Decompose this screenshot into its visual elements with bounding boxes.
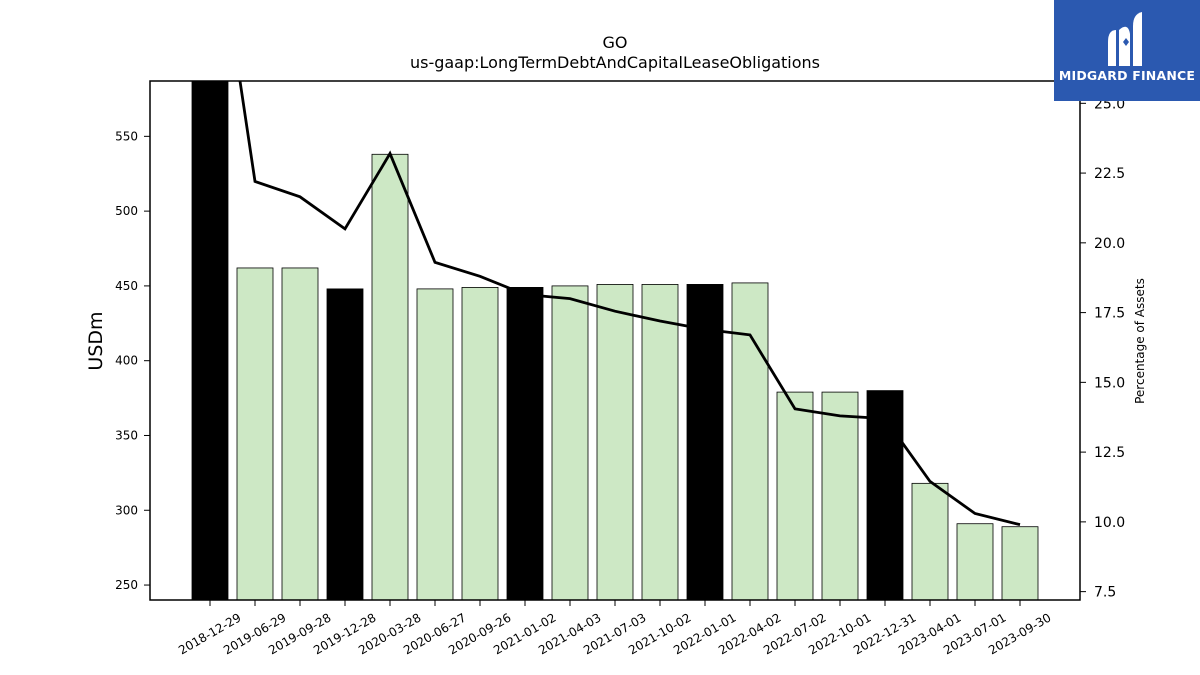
bar-2022-04-02: [731, 282, 769, 601]
bar-2021-04-03: [551, 285, 589, 601]
bar-2023-07-01: [956, 523, 994, 601]
y2-axis-label: Percentage of Assets: [1133, 278, 1147, 404]
bars-group: [191, 80, 1039, 601]
pct-line-group: [238, 81, 1021, 527]
y-tick-label: 400: [115, 354, 138, 368]
chart-subtitle: us-gaap:LongTermDebtAndCapitalLeaseOblig…: [410, 53, 820, 72]
bar-2023-04-01: [911, 482, 949, 601]
y-tick-label: 450: [115, 279, 138, 293]
bar-2020-03-28: [371, 153, 409, 601]
y2-tick-label: 22.5: [1094, 166, 1125, 182]
bar-2021-10-02: [641, 284, 679, 601]
y-tick-label: 350: [115, 428, 138, 442]
y2-tick-label: 17.5: [1094, 306, 1125, 322]
y-tick-label: 550: [115, 129, 138, 143]
chart-title: GO: [603, 33, 628, 52]
y-axis-left: 250 300 350 400 450 500 550: [115, 129, 150, 592]
bar-2022-12-31: [866, 390, 904, 601]
bar-2019-09-28: [281, 267, 319, 601]
y2-tick-label: 15.0: [1094, 375, 1125, 391]
y-tick-label: 300: [115, 503, 138, 517]
y-axis-right: 7.510.012.515.017.520.022.525.0: [1080, 96, 1125, 601]
bar-2019-06-29: [236, 267, 274, 601]
bar-2020-09-26: [461, 287, 499, 601]
y-tick-label: 250: [115, 578, 138, 592]
y2-tick-label: 10.0: [1094, 515, 1125, 531]
bar-2022-01-01: [686, 284, 724, 601]
logo-mark-icon: [1108, 12, 1142, 66]
bar-2020-06-27: [416, 288, 454, 601]
bar-2019-12-28: [326, 288, 364, 601]
x-axis: 2018-12-292019-06-292019-09-282019-12-28…: [176, 600, 1054, 657]
y2-tick-label: 12.5: [1094, 445, 1125, 461]
pct-assets-line: [238, 81, 1021, 527]
bar-2021-01-02: [506, 287, 544, 601]
y-axis-label: USDm: [85, 311, 107, 370]
logo-text: MIDGARD FINANCE: [1058, 68, 1196, 83]
bar-2021-07-03: [596, 284, 634, 601]
bar-2022-07-02: [776, 391, 814, 601]
bar-2023-09-30: [1001, 526, 1039, 601]
y-tick-label: 500: [115, 204, 138, 218]
y2-tick-label: 7.5: [1094, 585, 1116, 601]
bar-2018-12-29: [191, 80, 229, 601]
bar-2022-10-01: [821, 391, 859, 601]
brand-logo: MIDGARD FINANCE: [1054, 0, 1200, 101]
y2-tick-label: 20.0: [1094, 236, 1125, 252]
